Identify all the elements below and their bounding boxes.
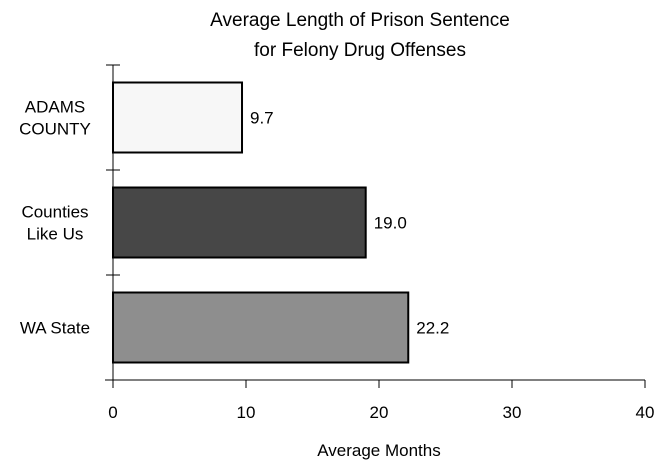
x-tick-label: 30 <box>503 403 522 422</box>
bar <box>112 81 244 154</box>
x-tick-label: 40 <box>636 403 655 422</box>
data-label: 22.2 <box>416 319 449 338</box>
x-tick-label: 20 <box>370 403 389 422</box>
category-label: Counties <box>21 203 88 222</box>
x-tick-label: 10 <box>237 403 256 422</box>
chart-title-line-1: Average Length of Prison Sentence <box>210 10 510 31</box>
category-label: WA State <box>20 319 90 338</box>
category-label: Like Us <box>27 225 84 244</box>
x-axis-label: Average Months <box>317 441 440 460</box>
data-label: 19.0 <box>374 214 407 233</box>
bar <box>112 291 410 364</box>
category-label: COUNTY <box>19 120 91 139</box>
category-label: ADAMS <box>25 98 85 117</box>
data-label: 9.7 <box>250 109 274 128</box>
x-tick-label: 0 <box>108 403 117 422</box>
bar <box>112 186 367 259</box>
chart-title-line-2: for Felony Drug Offenses <box>254 40 466 61</box>
